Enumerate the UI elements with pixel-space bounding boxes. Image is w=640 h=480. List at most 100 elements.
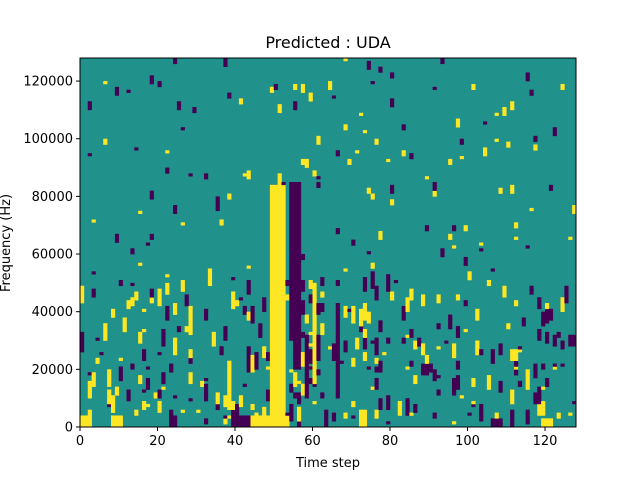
heatmap-cell	[552, 127, 557, 137]
heatmap-cell	[215, 403, 220, 411]
heatmap-cell	[366, 366, 371, 370]
heatmap-cell	[343, 268, 348, 272]
heatmap-cell	[145, 403, 151, 408]
heatmap-cell	[405, 334, 410, 338]
heatmap-cell	[424, 354, 430, 364]
heatmap-cell	[246, 170, 251, 180]
heatmap-cell	[401, 150, 406, 157]
heatmap-cell	[111, 395, 116, 413]
heatmap-cell	[300, 279, 306, 292]
heatmap-cell	[300, 300, 306, 315]
heatmap-cell	[339, 360, 344, 364]
heatmap-cell	[409, 288, 414, 301]
heatmap-cell	[471, 403, 476, 408]
heatmap-cell	[436, 346, 441, 350]
heatmap-cell	[510, 389, 515, 405]
heatmap-cell	[467, 271, 472, 281]
heatmap-cell	[498, 380, 503, 393]
heatmap-cell	[161, 328, 166, 347]
heatmap-cell	[436, 294, 441, 304]
heatmap-cell	[486, 279, 492, 287]
heatmap-cell	[285, 279, 290, 287]
heatmap-cell	[157, 81, 162, 88]
heatmap-cell	[506, 141, 511, 148]
heatmap-cell	[242, 415, 247, 428]
heatmap-cell	[87, 101, 92, 111]
heatmap-cell	[103, 138, 108, 145]
heatmap-cell	[347, 308, 352, 312]
heatmap-cell	[378, 230, 383, 240]
heatmap-cell	[351, 415, 356, 419]
heatmap-cell	[374, 357, 379, 364]
heatmap-cell	[370, 386, 375, 390]
heatmap-cell	[118, 357, 123, 361]
heatmap-cell	[397, 401, 402, 416]
heatmap-cell	[514, 360, 519, 367]
heatmap-cell	[134, 291, 139, 301]
heatmap-cell	[130, 363, 135, 370]
heatmap-cell	[382, 352, 387, 356]
heatmap-cell	[351, 401, 356, 408]
heatmap-cell	[308, 349, 313, 364]
heatmap-cell	[258, 415, 263, 428]
heatmap-cell	[138, 331, 143, 344]
heatmap-cell	[436, 375, 441, 379]
heatmap-cell	[455, 118, 461, 128]
heatmap-cell	[180, 127, 185, 131]
heatmap-cell	[165, 274, 170, 278]
heatmap-cell	[440, 58, 445, 65]
heatmap-cell	[188, 305, 193, 336]
heatmap-cell	[514, 349, 519, 361]
heatmap-cell	[300, 254, 306, 261]
heatmap-cell	[525, 409, 530, 425]
y-tick-label: 40000	[32, 305, 73, 320]
heatmap-cell	[231, 401, 236, 410]
heatmap-cell	[165, 305, 170, 321]
heatmap-cell	[246, 346, 251, 373]
heatmap-cell	[289, 403, 294, 422]
heatmap-cell	[331, 343, 337, 361]
heatmap-cell	[386, 421, 391, 425]
heatmap-cell	[374, 409, 379, 419]
heatmap-cell	[157, 401, 162, 413]
heatmap-cell	[537, 328, 542, 341]
heatmap-cell	[188, 349, 193, 359]
heatmap-cell	[111, 308, 116, 318]
heatmap-cell	[490, 418, 495, 428]
heatmap-cell	[455, 375, 461, 390]
heatmap-cell	[370, 340, 375, 344]
heatmap-cell	[390, 98, 395, 108]
heatmap-cell	[142, 389, 147, 393]
heatmap-cell	[362, 303, 368, 321]
heatmap-cell	[308, 366, 313, 370]
heatmap-cell	[362, 277, 368, 292]
heatmap-cell	[343, 58, 348, 62]
heatmap-cell	[498, 187, 503, 194]
heatmap-cell	[173, 303, 178, 315]
heatmap-cell	[541, 418, 546, 428]
heatmap-cell	[231, 291, 236, 310]
heatmap-cell	[300, 331, 306, 338]
heatmap-cell	[308, 294, 313, 304]
heatmap-cell	[231, 409, 236, 428]
heatmap-cell	[366, 60, 371, 70]
heatmap-cell	[455, 326, 461, 338]
heatmap-cell	[254, 412, 259, 428]
x-tick-label: 20	[149, 434, 166, 449]
heatmap-cell	[289, 181, 294, 341]
heatmap-cell	[180, 279, 185, 292]
heatmap-cell	[355, 337, 360, 350]
heatmap-cell	[95, 357, 100, 364]
heatmap-cell	[114, 233, 120, 243]
heatmap-cell	[188, 357, 193, 364]
heatmap-cell	[281, 181, 286, 186]
x-tick-label: 60	[304, 434, 321, 449]
heatmap-cell	[370, 271, 375, 289]
heatmap-cell	[161, 386, 166, 390]
heatmap-cell	[343, 412, 348, 419]
heatmap-cell	[176, 326, 182, 333]
heatmap-cell	[188, 173, 193, 177]
heatmap-cell	[269, 184, 275, 428]
heatmap-cell	[424, 363, 430, 376]
heatmap-cell	[545, 377, 550, 387]
